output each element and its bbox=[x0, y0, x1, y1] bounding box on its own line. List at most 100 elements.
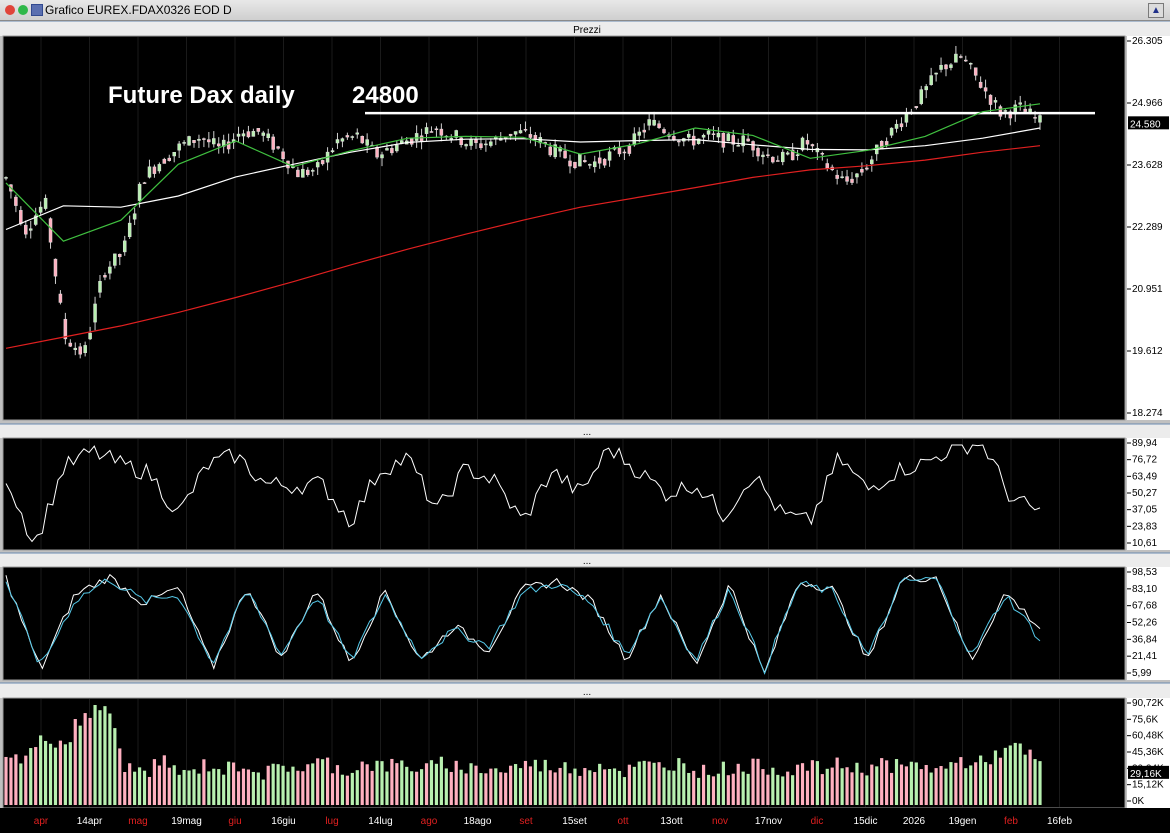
volume-bar bbox=[350, 772, 354, 805]
volume-bar bbox=[949, 762, 953, 805]
volume-bar bbox=[276, 764, 280, 805]
candle-body bbox=[578, 153, 582, 167]
volume-bar bbox=[969, 765, 973, 805]
candle bbox=[964, 55, 968, 62]
volume-bar bbox=[588, 770, 592, 805]
candle-body bbox=[439, 128, 444, 136]
candle-body bbox=[118, 254, 122, 258]
candle bbox=[132, 207, 137, 226]
candle-body bbox=[954, 53, 958, 63]
volume-bar bbox=[731, 773, 735, 805]
volume-bar bbox=[167, 767, 171, 805]
volume-bar bbox=[108, 713, 112, 805]
candle-body bbox=[216, 143, 221, 147]
candle bbox=[771, 156, 775, 164]
volume-bar bbox=[118, 748, 122, 805]
candle-body bbox=[597, 157, 602, 164]
volume-bar bbox=[202, 759, 206, 805]
close-dot-icon[interactable] bbox=[5, 5, 15, 15]
moving-average-line bbox=[5, 103, 1041, 242]
volume-bar bbox=[1018, 743, 1022, 805]
volume-bar bbox=[523, 760, 528, 805]
candle bbox=[335, 132, 340, 149]
volume-bar bbox=[484, 773, 488, 805]
candle-body bbox=[375, 147, 379, 158]
volume-bar bbox=[612, 768, 617, 805]
panel-header-label: ... bbox=[583, 427, 591, 438]
candle-body bbox=[553, 144, 557, 158]
candle bbox=[597, 150, 602, 169]
candle-body bbox=[385, 148, 389, 151]
last-value-label: 29,16K bbox=[1130, 769, 1162, 780]
candle bbox=[578, 153, 582, 167]
volume-bar bbox=[29, 748, 33, 805]
volume-bar bbox=[34, 747, 38, 805]
volume-bar bbox=[19, 763, 23, 805]
candle-body bbox=[602, 158, 607, 166]
volume-bar bbox=[464, 773, 468, 805]
candle-body bbox=[182, 142, 186, 144]
volume-bar bbox=[182, 769, 186, 805]
volume-bar bbox=[924, 764, 928, 805]
candle bbox=[53, 258, 58, 284]
volume-bar bbox=[291, 766, 295, 805]
window-title: Grafico EUREX.FDAX0326 EOD D bbox=[45, 3, 232, 17]
volume-bar bbox=[266, 765, 270, 805]
candle bbox=[68, 339, 73, 348]
candle-body bbox=[454, 130, 458, 138]
volume-bar bbox=[692, 770, 696, 805]
volume-bar bbox=[227, 761, 231, 805]
volume-bar bbox=[499, 772, 503, 805]
candle-body bbox=[632, 133, 637, 146]
volume-bar bbox=[697, 777, 701, 805]
candle-body bbox=[132, 213, 137, 220]
candle-body bbox=[261, 132, 266, 136]
volume-bar bbox=[474, 765, 478, 805]
candle-body bbox=[53, 258, 58, 277]
x-tick-label: 15set bbox=[562, 816, 587, 827]
candle-body bbox=[568, 160, 572, 167]
window-scroll-up-button[interactable]: ▲ bbox=[1148, 3, 1164, 18]
volume-bar bbox=[93, 705, 97, 805]
volume-bar bbox=[934, 768, 938, 805]
x-tick-label: 16giu bbox=[271, 816, 295, 827]
x-axis-strip bbox=[0, 808, 1170, 833]
candle bbox=[118, 253, 122, 266]
volume-bar bbox=[944, 768, 948, 805]
candle-body bbox=[167, 157, 172, 161]
volume-bar bbox=[400, 760, 404, 805]
volume-bar bbox=[172, 765, 176, 805]
candle-body bbox=[716, 132, 721, 138]
volume-bar bbox=[39, 735, 43, 805]
candle-body bbox=[320, 160, 325, 165]
candle bbox=[1018, 95, 1022, 111]
candle-body bbox=[652, 119, 656, 126]
axis-area-price bbox=[1127, 36, 1170, 420]
candle-body bbox=[627, 145, 632, 154]
candle bbox=[934, 72, 938, 82]
candle bbox=[395, 140, 399, 153]
candle-body bbox=[771, 156, 775, 163]
price-panel: Future Dax daily 24800 bbox=[4, 45, 1095, 359]
candle-body bbox=[73, 347, 78, 350]
candle-body bbox=[988, 94, 993, 105]
volume-bar bbox=[781, 776, 785, 805]
volume-bar bbox=[419, 769, 424, 805]
candle-body bbox=[751, 141, 755, 151]
candle-body bbox=[28, 228, 33, 231]
candle bbox=[914, 106, 919, 110]
last-value-label: 24.580 bbox=[1130, 119, 1161, 130]
candle bbox=[127, 215, 132, 239]
volume-bar bbox=[365, 764, 369, 805]
volume-bar bbox=[48, 743, 53, 805]
maximize-dot-icon[interactable] bbox=[18, 5, 28, 15]
candle bbox=[306, 167, 310, 177]
volume-bar bbox=[558, 767, 562, 805]
candle-body bbox=[914, 106, 919, 108]
volume-bar bbox=[14, 754, 18, 805]
candle-body bbox=[1003, 110, 1008, 112]
candle bbox=[439, 123, 444, 142]
candle bbox=[850, 172, 854, 186]
chart-grid bbox=[40, 37, 1060, 807]
volume-bar bbox=[73, 719, 77, 805]
